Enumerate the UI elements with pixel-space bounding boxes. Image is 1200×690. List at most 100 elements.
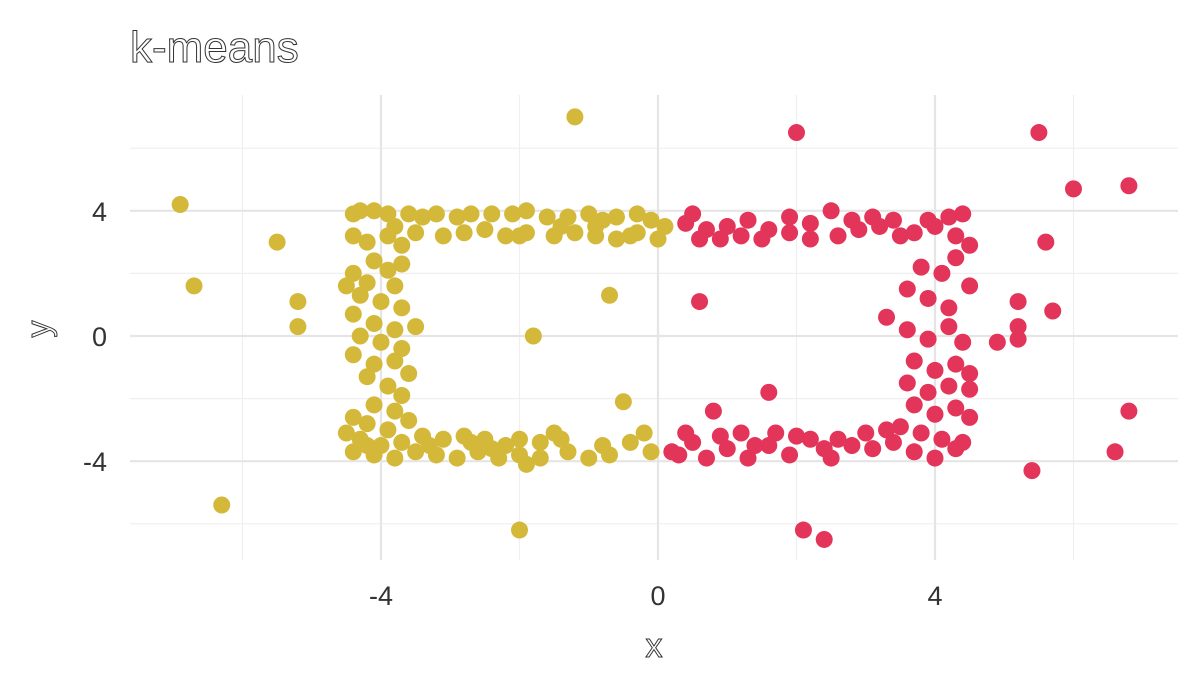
data-point bbox=[393, 236, 411, 254]
data-point bbox=[933, 430, 951, 448]
data-point bbox=[905, 396, 923, 414]
data-point bbox=[781, 446, 799, 464]
data-point bbox=[940, 208, 958, 226]
data-point bbox=[351, 202, 369, 220]
data-point bbox=[455, 224, 473, 242]
data-point bbox=[531, 433, 549, 451]
data-point bbox=[961, 365, 979, 383]
data-point bbox=[961, 380, 979, 398]
data-point bbox=[1023, 462, 1041, 480]
x-tick-label: 4 bbox=[927, 581, 942, 611]
data-point bbox=[344, 227, 362, 245]
data-point bbox=[386, 402, 404, 420]
data-point bbox=[919, 383, 937, 401]
x-tick-label: -4 bbox=[369, 581, 393, 611]
data-point bbox=[1044, 302, 1062, 320]
data-point bbox=[171, 196, 189, 214]
data-point bbox=[905, 443, 923, 461]
data-point bbox=[760, 437, 778, 455]
data-point bbox=[185, 277, 203, 295]
data-point bbox=[531, 449, 549, 467]
data-point bbox=[947, 227, 965, 245]
data-point bbox=[483, 440, 501, 458]
data-point bbox=[905, 224, 923, 242]
data-point bbox=[344, 346, 362, 364]
data-point bbox=[580, 449, 598, 467]
data-point bbox=[947, 249, 965, 267]
data-point bbox=[337, 424, 355, 442]
data-point bbox=[614, 393, 632, 411]
data-point bbox=[400, 205, 418, 223]
data-points bbox=[171, 108, 1138, 548]
data-point bbox=[864, 440, 882, 458]
data-point bbox=[393, 433, 411, 451]
data-point bbox=[954, 205, 972, 223]
data-point bbox=[448, 449, 466, 467]
data-point bbox=[427, 205, 445, 223]
grid bbox=[130, 95, 1178, 560]
data-point bbox=[801, 430, 819, 448]
data-point bbox=[566, 108, 584, 126]
data-point bbox=[926, 449, 944, 467]
data-point bbox=[351, 327, 369, 345]
data-point bbox=[407, 443, 425, 461]
data-point bbox=[628, 205, 646, 223]
data-point bbox=[379, 377, 397, 395]
data-point bbox=[448, 208, 466, 226]
data-point bbox=[732, 227, 750, 245]
data-point bbox=[524, 327, 542, 345]
data-point bbox=[213, 496, 231, 514]
data-point bbox=[649, 230, 667, 248]
data-point bbox=[635, 424, 653, 442]
data-point bbox=[919, 289, 937, 307]
data-point bbox=[344, 443, 362, 461]
data-point bbox=[365, 396, 383, 414]
data-point bbox=[788, 124, 805, 142]
data-point bbox=[483, 205, 501, 223]
data-point bbox=[711, 427, 729, 445]
data-point bbox=[884, 211, 902, 229]
data-point bbox=[677, 424, 695, 442]
data-point bbox=[815, 530, 833, 548]
data-point bbox=[1120, 402, 1138, 420]
data-point bbox=[1037, 233, 1055, 251]
data-point bbox=[961, 277, 979, 295]
data-point bbox=[670, 446, 688, 464]
data-point bbox=[1065, 180, 1082, 198]
data-point bbox=[552, 217, 570, 235]
data-point bbox=[961, 236, 979, 254]
data-point bbox=[898, 374, 916, 392]
data-point bbox=[1030, 124, 1048, 142]
data-point bbox=[891, 227, 909, 245]
y-tick-label: -4 bbox=[83, 447, 107, 477]
data-point bbox=[843, 437, 861, 455]
data-point bbox=[497, 437, 515, 455]
x-axis-title: x bbox=[646, 627, 663, 665]
data-point bbox=[594, 437, 612, 455]
data-point bbox=[926, 217, 944, 235]
data-point bbox=[538, 208, 556, 226]
x-axis-ticks: -4 0 4 bbox=[369, 581, 943, 611]
data-point bbox=[372, 333, 390, 351]
data-point bbox=[947, 399, 965, 417]
y-axis-title: y bbox=[20, 321, 58, 338]
data-point bbox=[476, 221, 494, 239]
data-point bbox=[933, 264, 951, 282]
data-point bbox=[462, 205, 480, 223]
data-point bbox=[379, 227, 397, 245]
data-point bbox=[829, 430, 847, 448]
data-point bbox=[642, 211, 660, 229]
data-point bbox=[497, 227, 515, 245]
data-point bbox=[1120, 177, 1138, 195]
data-point bbox=[857, 424, 875, 442]
data-point bbox=[365, 202, 383, 220]
cluster-2-points bbox=[663, 124, 1138, 548]
data-point bbox=[462, 433, 480, 451]
data-point bbox=[947, 440, 965, 458]
data-point bbox=[545, 424, 563, 442]
data-point bbox=[372, 293, 390, 311]
data-point bbox=[504, 205, 522, 223]
data-point bbox=[517, 455, 535, 473]
data-point bbox=[801, 230, 819, 248]
